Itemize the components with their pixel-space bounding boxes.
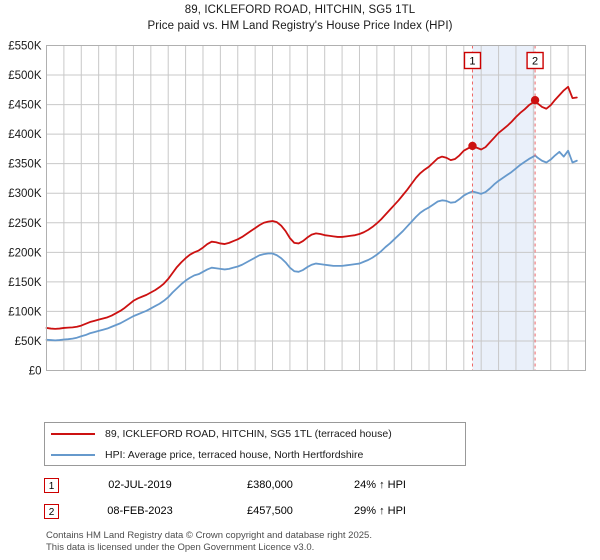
- footer-licence-line: This data is licensed under the Open Gov…: [46, 541, 315, 553]
- y-axis-tick-labels: £0 £50K £100K £150K £200K £250K £300K £350K £400…: [8, 41, 42, 377]
- y-axis-tick-label: £0: [29, 366, 42, 377]
- marker-badge-box-2: [526, 51, 544, 70]
- chart-plot-area: £0 £50K £100K £150K £200K £250K £300K £350K £400…: [0, 36, 600, 376]
- y-axis-tick-label: £550K: [8, 41, 42, 53]
- page-title: 89, ICKLEFORD ROAD, HITCHIN, SG5 1TL Pri…: [0, 2, 600, 34]
- transaction-date-2: 08-FEB-2023: [107, 505, 173, 517]
- attribution-footer: Contains HM Land Registry data © Crown c…: [46, 530, 586, 553]
- transaction-marker-badge-1: 1: [44, 477, 59, 493]
- ownership-period-band: [472, 45, 536, 371]
- marker-badge-label-2: 2: [532, 56, 538, 68]
- marker-badge-box-1: [463, 51, 482, 70]
- transaction-marker-badge-2: 2: [44, 503, 59, 519]
- y-axis-tick-label: £100K: [8, 306, 42, 318]
- legend-item-hpi: HPI: Average price, terraced house, Nort…: [45, 444, 465, 465]
- transaction-price-1: £380,000: [247, 479, 293, 491]
- y-axis-tick-label: £250K: [8, 218, 42, 230]
- y-axis-tick-label: £300K: [8, 188, 42, 200]
- legend-item-property: 89, ICKLEFORD ROAD, HITCHIN, SG5 1TL (te…: [45, 423, 465, 444]
- transaction-point-1: [468, 141, 477, 151]
- legend-line-swatch-property: [51, 432, 95, 435]
- plot-frame: [46, 45, 586, 371]
- marker-badge-label-1: 1: [469, 56, 475, 68]
- legend-line-swatch-hpi: [51, 453, 95, 456]
- y-axis-tick-label: £400K: [8, 129, 42, 141]
- price-index-line-chart: £0 £50K £100K £150K £200K £250K £300K £350K £400…: [8, 41, 586, 377]
- chart-legend: 89, ICKLEFORD ROAD, HITCHIN, SG5 1TL (te…: [44, 422, 466, 466]
- y-axis-tick-label: £150K: [8, 277, 42, 289]
- series-line-hpi-average: [45, 149, 578, 342]
- y-axis-tick-label: £50K: [15, 336, 42, 348]
- transaction-hpi-delta-1: 24% ↑ HPI: [354, 479, 406, 491]
- series-line-property-price: [45, 85, 578, 330]
- transaction-date-1: 02-JUL-2019: [108, 479, 172, 491]
- y-axis-tick-label: £200K: [8, 247, 42, 259]
- transaction-point-2: [530, 95, 540, 105]
- highlight-band-layer: [472, 45, 536, 371]
- transaction-table: 1 02-JUL-2019 £380,000 24% ↑ HPI 2 08-FE…: [44, 472, 474, 524]
- title-line-primary: 89, ICKLEFORD ROAD, HITCHIN, SG5 1TL: [184, 4, 416, 16]
- title-line-secondary: Price paid vs. HM Land Registry's House …: [147, 20, 453, 32]
- transaction-price-2: £457,500: [247, 505, 293, 517]
- footer-copyright-line: Contains HM Land Registry data © Crown c…: [46, 530, 372, 541]
- data-series-layer: [45, 85, 578, 342]
- y-axis-tick-label: £450K: [8, 100, 42, 112]
- y-axis-tick-label: £500K: [8, 70, 42, 82]
- transaction-hpi-delta-2: 29% ↑ HPI: [354, 505, 406, 517]
- table-row: 2 08-FEB-2023 £457,500 29% ↑ HPI: [44, 498, 474, 524]
- table-row: 1 02-JUL-2019 £380,000 24% ↑ HPI: [44, 472, 474, 498]
- legend-label-hpi: HPI: Average price, terraced house, Nort…: [105, 448, 364, 461]
- y-axis-tick-label: £350K: [8, 159, 42, 171]
- legend-label-property: 89, ICKLEFORD ROAD, HITCHIN, SG5 1TL (te…: [105, 427, 392, 440]
